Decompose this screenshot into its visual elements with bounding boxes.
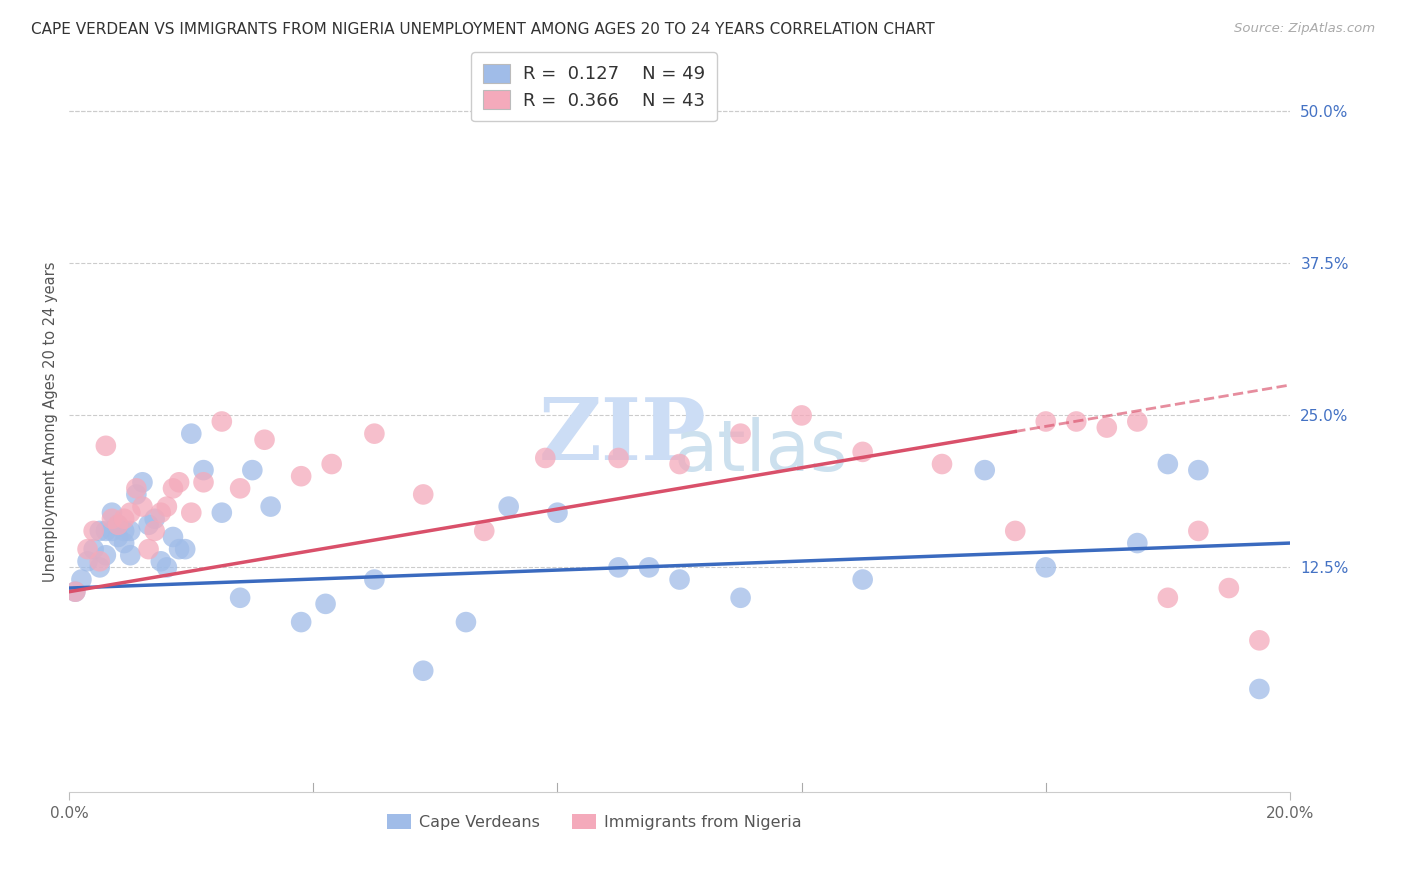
Point — [167, 542, 190, 557]
Point — [1157, 457, 1180, 471]
Point — [363, 573, 385, 587]
Text: atlas: atlas — [673, 417, 848, 485]
Point — [730, 591, 752, 605]
Point — [101, 506, 124, 520]
Point — [1126, 536, 1149, 550]
Point — [180, 426, 202, 441]
Legend: Cape Verdeans, Immigrants from Nigeria: Cape Verdeans, Immigrants from Nigeria — [381, 807, 807, 836]
Point — [790, 409, 813, 423]
Point — [730, 426, 752, 441]
Point — [65, 584, 87, 599]
Text: CAPE VERDEAN VS IMMIGRANTS FROM NIGERIA UNEMPLOYMENT AMONG AGES 20 TO 24 YEARS C: CAPE VERDEAN VS IMMIGRANTS FROM NIGERIA … — [31, 22, 935, 37]
Text: Source: ZipAtlas.com: Source: ZipAtlas.com — [1234, 22, 1375, 36]
Point — [1035, 415, 1057, 429]
Point — [211, 415, 233, 429]
Point — [167, 475, 190, 490]
Point — [852, 445, 875, 459]
Point — [668, 573, 690, 587]
Y-axis label: Unemployment Among Ages 20 to 24 years: Unemployment Among Ages 20 to 24 years — [44, 261, 58, 582]
Point — [156, 500, 179, 514]
Text: ZIP: ZIP — [538, 394, 707, 478]
Point — [259, 500, 281, 514]
Point — [89, 560, 111, 574]
Point — [229, 481, 252, 495]
Point — [70, 573, 93, 587]
Point — [131, 500, 153, 514]
Point — [852, 573, 875, 587]
Point — [143, 512, 166, 526]
Point — [638, 560, 661, 574]
Point — [290, 615, 312, 629]
Point — [143, 524, 166, 538]
Point — [607, 450, 630, 465]
Point — [174, 542, 197, 557]
Point — [547, 506, 569, 520]
Point — [101, 524, 124, 538]
Point — [412, 487, 434, 501]
Point — [454, 615, 477, 629]
Point — [1126, 415, 1149, 429]
Point — [89, 524, 111, 538]
Point — [120, 548, 142, 562]
Point — [1004, 524, 1026, 538]
Point — [668, 457, 690, 471]
Point — [290, 469, 312, 483]
Point — [65, 584, 87, 599]
Point — [253, 433, 276, 447]
Point — [149, 506, 172, 520]
Point — [76, 554, 98, 568]
Point — [107, 517, 129, 532]
Point — [180, 506, 202, 520]
Point — [1249, 633, 1271, 648]
Point — [94, 548, 117, 562]
Point — [125, 481, 148, 495]
Point — [107, 530, 129, 544]
Point — [131, 475, 153, 490]
Point — [120, 524, 142, 538]
Point — [112, 524, 135, 538]
Point — [149, 554, 172, 568]
Point — [112, 512, 135, 526]
Point — [83, 524, 105, 538]
Point — [89, 554, 111, 568]
Point — [1187, 463, 1209, 477]
Point — [240, 463, 263, 477]
Point — [94, 439, 117, 453]
Point — [1249, 681, 1271, 696]
Point — [125, 487, 148, 501]
Point — [1095, 420, 1118, 434]
Point — [120, 506, 142, 520]
Point — [1035, 560, 1057, 574]
Point — [363, 426, 385, 441]
Point — [138, 517, 160, 532]
Point — [498, 500, 520, 514]
Point — [83, 542, 105, 557]
Point — [156, 560, 179, 574]
Point — [211, 506, 233, 520]
Point — [229, 591, 252, 605]
Point — [1064, 415, 1087, 429]
Point — [138, 542, 160, 557]
Point — [1218, 581, 1240, 595]
Point — [534, 450, 557, 465]
Point — [193, 475, 215, 490]
Point — [1157, 591, 1180, 605]
Point — [1187, 524, 1209, 538]
Point — [412, 664, 434, 678]
Point — [107, 517, 129, 532]
Point — [315, 597, 337, 611]
Point — [76, 542, 98, 557]
Point — [112, 536, 135, 550]
Point — [321, 457, 343, 471]
Point — [94, 524, 117, 538]
Point — [607, 560, 630, 574]
Point — [472, 524, 495, 538]
Point — [101, 512, 124, 526]
Point — [931, 457, 953, 471]
Point — [162, 481, 184, 495]
Point — [973, 463, 995, 477]
Point — [193, 463, 215, 477]
Point — [162, 530, 184, 544]
